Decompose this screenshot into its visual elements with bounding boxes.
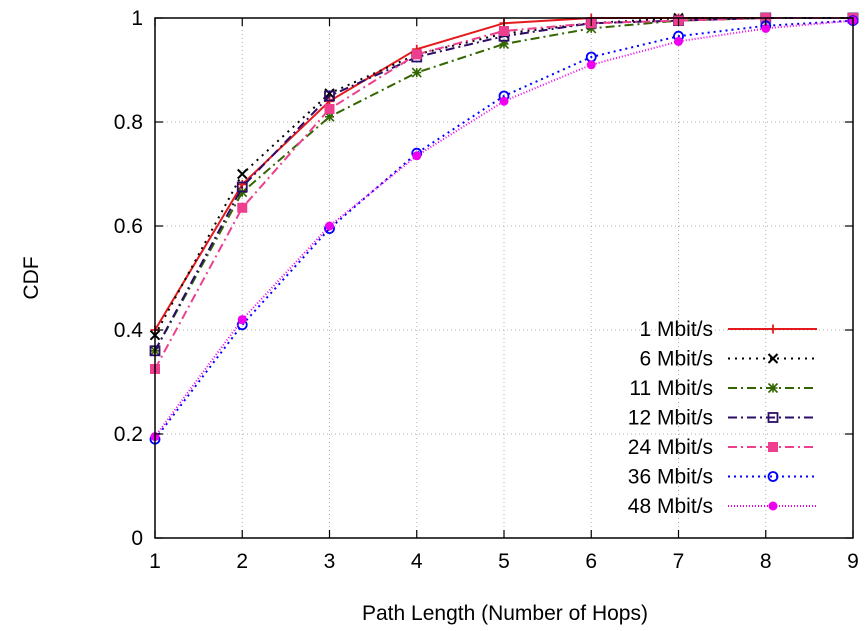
legend-marker <box>767 412 779 423</box>
data-point <box>237 315 247 325</box>
series-4 <box>149 12 859 357</box>
series-6 <box>149 15 859 445</box>
y-tick-label: 0.6 <box>114 215 143 238</box>
y-tick-label: 1 <box>131 7 143 30</box>
y-tick-label: 0.4 <box>114 319 144 342</box>
legend-entry: 48 Mbit/s <box>628 495 817 518</box>
series-7 <box>150 16 858 442</box>
y-axis-label: CDF <box>20 256 43 299</box>
series-3 <box>149 12 859 356</box>
x-tick-label: 3 <box>324 550 336 573</box>
legend-marker <box>768 501 778 511</box>
legend-label: 48 Mbit/s <box>628 495 713 518</box>
marker-stroke <box>767 382 779 394</box>
data-point <box>325 221 334 231</box>
data-point <box>236 181 248 193</box>
y-tick-label: 0 <box>131 527 143 550</box>
legend-entry: 36 Mbit/s <box>628 466 817 489</box>
x-tick-label: 8 <box>760 550 772 573</box>
marker-stroke <box>324 111 335 122</box>
legend-entry: 6 Mbit/s <box>639 348 817 371</box>
axis-ticks: 1 2 3 4 5 6 7 8 9 0 0.2 0.4 0.6 0.8 1 <box>114 7 859 573</box>
legend-entry: 24 Mbit/s <box>628 436 817 459</box>
legend-marker <box>767 353 779 364</box>
legend-entry: 12 Mbit/s <box>628 407 817 430</box>
legend-label: 11 Mbit/s <box>629 377 713 400</box>
y-tick-label: 0.2 <box>114 423 143 446</box>
marker-stroke <box>411 67 422 78</box>
series-line <box>154 19 854 440</box>
legend-label: 12 Mbit/s <box>628 407 713 430</box>
marker-stroke <box>324 88 335 99</box>
marker-stroke <box>498 38 510 50</box>
legend: 1 Mbit/s 6 Mbit/s 11 Mbit/s 12 Mbit/s 24 Mbi… <box>628 318 817 518</box>
data-point <box>324 90 335 102</box>
legend-label: 36 Mbit/s <box>628 466 713 489</box>
x-tick-label: 7 <box>673 550 685 573</box>
x-tick-label: 4 <box>411 550 423 573</box>
data-point <box>324 104 335 114</box>
x-tick-label: 5 <box>498 550 510 573</box>
data-point <box>586 60 596 70</box>
data-point <box>498 38 510 50</box>
y-tick-label: 0.8 <box>114 111 143 134</box>
legend-marker <box>767 471 779 482</box>
data-point <box>411 49 422 60</box>
grid-lines <box>155 18 853 538</box>
marker-stroke <box>237 168 248 180</box>
data-point <box>499 96 509 106</box>
legend-label: 1 Mbit/s <box>639 318 713 341</box>
series-line <box>154 19 854 438</box>
data-point <box>412 151 422 161</box>
x-tick-label: 2 <box>236 550 248 573</box>
marker-stroke <box>767 353 779 364</box>
data-point <box>237 202 248 213</box>
data-point <box>324 88 335 99</box>
legend-marker <box>768 442 778 452</box>
marker-stroke <box>768 324 778 334</box>
data-point <box>674 36 683 46</box>
legend-entry: 1 Mbit/s <box>639 318 817 341</box>
legend-marker <box>767 382 779 394</box>
data-point <box>324 111 335 122</box>
legend-label: 24 Mbit/s <box>628 436 713 459</box>
legend-marker <box>768 324 778 334</box>
x-tick-label: 6 <box>585 550 597 573</box>
x-axis-label: Path Length (Number of Hops) <box>362 602 648 625</box>
data-point <box>411 67 422 78</box>
x-tick-label: 9 <box>847 550 859 573</box>
x-tick-label: 1 <box>149 550 161 573</box>
legend-entry: 11 Mbit/s <box>629 377 817 400</box>
data-point <box>237 168 248 180</box>
series-5 <box>150 13 858 374</box>
legend-label: 6 Mbit/s <box>639 348 713 371</box>
data-point <box>499 26 509 36</box>
